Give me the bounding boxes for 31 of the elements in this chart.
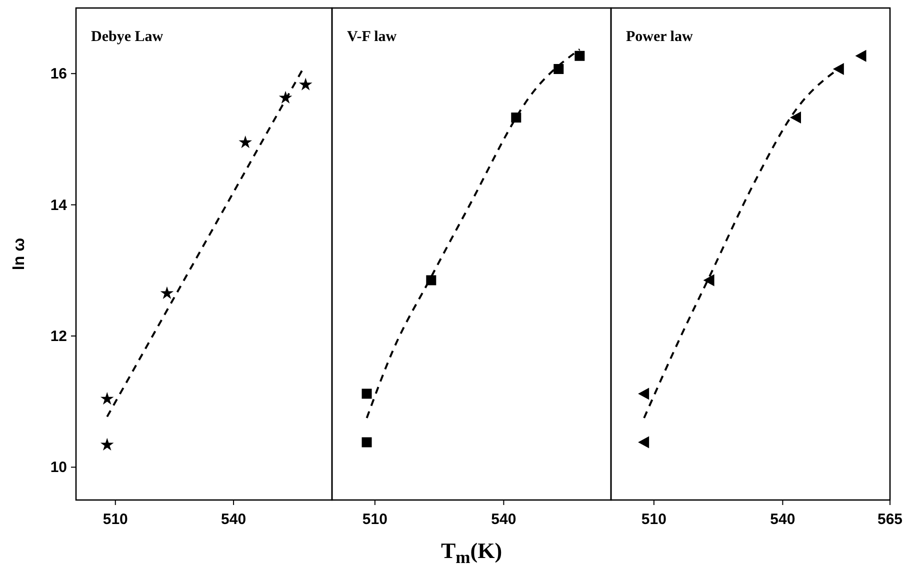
point [100,438,114,451]
y-tick-label: 10 [50,459,67,476]
point [574,50,585,61]
y-tick-label: 16 [50,66,67,83]
point [298,78,312,90]
point [160,286,174,300]
point [703,274,714,286]
point [426,275,436,286]
x-tick-label: 510 [641,511,666,528]
y-tick-label: 12 [50,328,67,345]
point [554,64,564,74]
point [638,388,650,400]
x-tick-label: 510 [362,511,388,528]
point [855,50,866,62]
text: V-F law [347,29,397,45]
point [362,388,372,399]
point [362,437,372,448]
y-axis-title: ln ω [11,238,28,270]
point [100,392,114,405]
text: Power law [626,29,693,45]
x-tick-label: 540 [221,511,246,528]
point [238,135,252,148]
x-tick-label: 510 [102,511,128,528]
x-axis-title: T$_{m}$(K) [440,538,502,568]
x-tick-label: 540 [770,511,796,528]
x-tick-label: 565 [877,511,903,528]
point [638,436,650,448]
text: Debye Law [91,29,164,45]
y-tick-label: 14 [50,196,68,214]
point [790,112,801,124]
x-tick-label: 540 [491,511,516,528]
